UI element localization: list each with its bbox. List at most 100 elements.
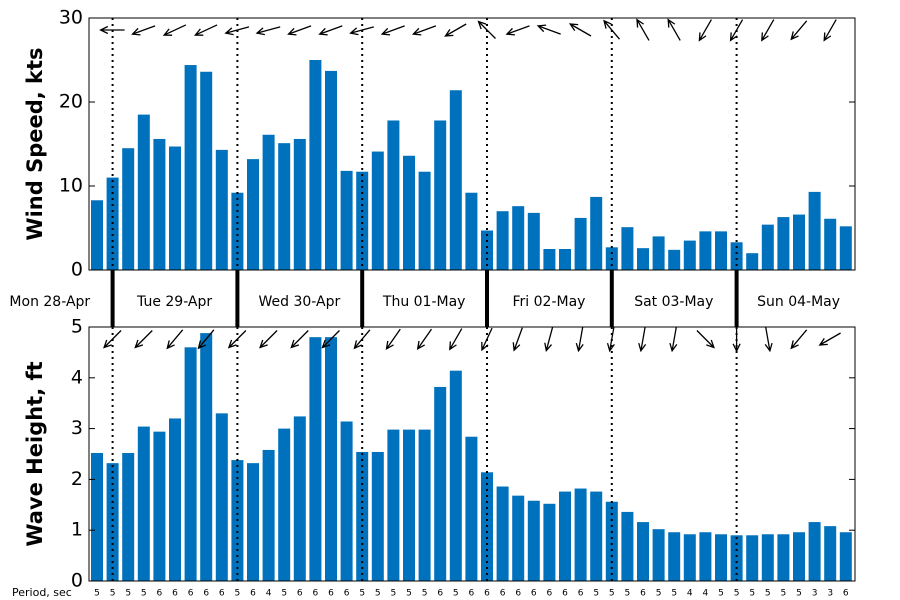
period-value: 3	[827, 589, 833, 599]
direction-arrow	[790, 20, 808, 41]
bar	[793, 532, 805, 581]
bar	[668, 249, 681, 270]
day-label: Mon 28-Apr	[9, 294, 90, 310]
bar	[449, 370, 462, 581]
bar	[730, 535, 743, 581]
day-label: Wed 30-Apr	[259, 294, 341, 310]
period-value: 6	[562, 589, 568, 599]
direction-arrow	[255, 26, 281, 36]
direction-arrow	[227, 330, 247, 349]
period-value: 6	[313, 589, 319, 599]
period-value: 5	[375, 589, 381, 599]
y-axis-label: Wind Speed, kts	[23, 47, 47, 240]
bar	[340, 170, 353, 270]
period-value: 5	[593, 589, 599, 599]
period-value: 5	[609, 589, 615, 599]
bar	[777, 534, 790, 581]
direction-arrow	[536, 24, 561, 35]
bar	[200, 71, 213, 270]
direction-arrow	[259, 330, 278, 349]
bar	[434, 386, 447, 581]
period-value: 5	[718, 589, 724, 599]
bar	[122, 452, 135, 581]
bar	[247, 463, 259, 581]
bar	[683, 534, 696, 581]
bar	[340, 421, 353, 581]
day-label: Tue 29-Apr	[136, 294, 212, 310]
direction-arrow	[667, 18, 681, 41]
period-value: 6	[328, 589, 334, 599]
bar	[215, 149, 228, 270]
bar	[325, 337, 337, 581]
bar	[824, 218, 837, 270]
bar	[184, 347, 197, 581]
period-value: 6	[250, 589, 256, 599]
period-value: 6	[157, 589, 163, 599]
bar	[746, 253, 759, 270]
period-value: 5	[110, 589, 116, 599]
bar	[808, 522, 821, 581]
period-value: 6	[500, 589, 506, 599]
period-value: 6	[547, 589, 553, 599]
period-value: 6	[484, 589, 490, 599]
period-value: 6	[578, 589, 584, 599]
day-label: Sun 04-May	[757, 294, 840, 310]
plot-frame	[88, 326, 856, 582]
direction-arrow	[696, 330, 715, 349]
bar	[668, 532, 681, 581]
direction-arrow	[818, 332, 841, 346]
bar	[122, 148, 135, 270]
period-value: 5	[422, 589, 428, 599]
bar	[621, 511, 634, 581]
direction-arrow	[166, 329, 184, 350]
bar	[262, 449, 275, 581]
period-value: 5	[656, 589, 662, 599]
bar	[153, 138, 166, 270]
period-value: 5	[281, 589, 287, 599]
bar	[730, 242, 743, 270]
bar	[543, 503, 556, 581]
direction-arrow	[790, 329, 808, 350]
bar	[278, 143, 291, 270]
period-value: 5	[391, 589, 397, 599]
direction-arrow	[544, 327, 554, 353]
y-tick-label: 30	[59, 7, 83, 29]
bar	[621, 227, 634, 270]
bar	[387, 429, 400, 581]
direction-arrow	[162, 24, 187, 36]
bar	[262, 134, 275, 270]
bar	[403, 155, 415, 270]
period-label: Period, sec	[12, 586, 72, 599]
bar	[403, 429, 415, 581]
bar	[746, 535, 759, 581]
bar	[761, 224, 774, 270]
direction-arrow	[193, 24, 218, 36]
direction-arrow	[380, 25, 405, 36]
bar	[559, 491, 571, 581]
bar	[418, 171, 431, 270]
direction-arrow	[603, 19, 621, 40]
direction-arrow	[290, 330, 309, 349]
direction-arrow	[823, 19, 837, 42]
direction-arrow	[318, 25, 343, 36]
direction-arrow	[416, 328, 433, 351]
bar	[637, 248, 649, 270]
y-tick-label: 0	[71, 570, 83, 592]
bar	[293, 416, 306, 581]
bar	[278, 428, 291, 581]
bar	[449, 90, 462, 271]
bar	[652, 236, 665, 270]
bar	[247, 159, 259, 270]
bar	[137, 426, 150, 581]
bar	[309, 337, 322, 581]
period-value: 5	[406, 589, 412, 599]
direction-arrow	[732, 327, 741, 353]
bar	[590, 196, 603, 270]
bar	[793, 214, 805, 270]
direction-arrow	[131, 25, 156, 36]
direction-arrow	[512, 327, 523, 352]
period-value: 6	[297, 589, 303, 599]
bar	[652, 529, 665, 581]
bar	[356, 451, 369, 581]
direction-arrow	[99, 25, 125, 35]
